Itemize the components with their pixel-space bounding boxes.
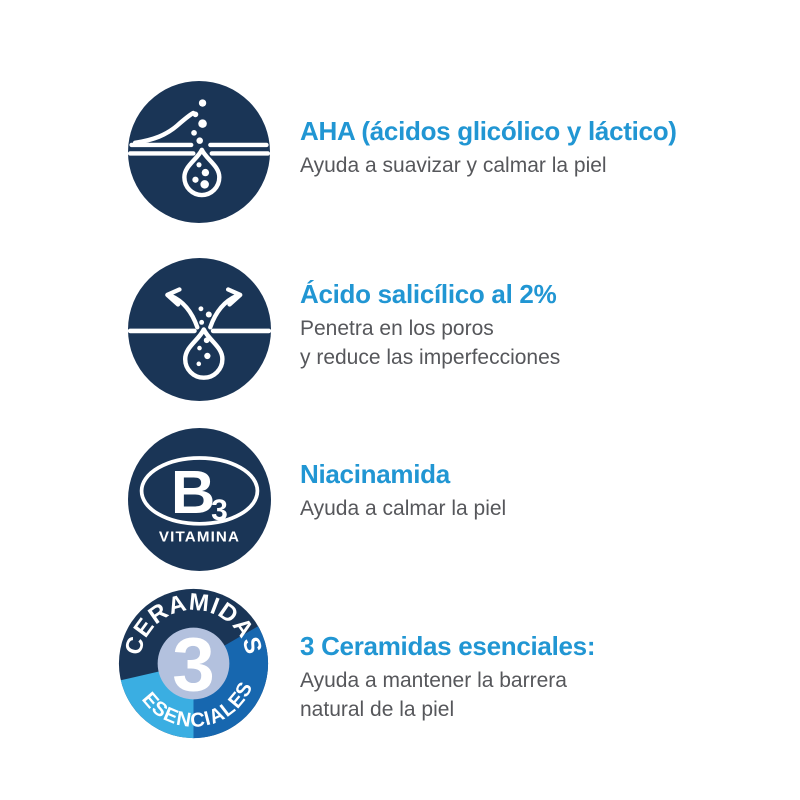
droplet-shape <box>182 327 225 380</box>
b3-icon-svg: B 3 VITAMINA <box>128 428 271 571</box>
right-arrow-curve <box>208 293 239 330</box>
salicylic-title: Ácido salicílico al 2% <box>300 279 557 309</box>
b3-ellipse-outline <box>139 456 260 526</box>
ceramides-badge-svg: CERAMIDAS ESENCIALES 3 <box>118 588 269 739</box>
three-ceramides-badge-icon: CERAMIDAS ESENCIALES 3 <box>117 587 270 740</box>
salicylic-description-line: y reduce las imperfecciones <box>300 346 561 369</box>
left-arrowhead <box>165 287 182 307</box>
ceramides-description-line: Ayuda a mantener la barrera <box>300 669 567 692</box>
b3-subscript: 3 <box>211 494 228 527</box>
ceramides-title: 3 Ceramidas esenciales: <box>300 631 596 661</box>
salicylic-text-block: Ácido salicílico al 2% Penetra en los po… <box>300 278 740 372</box>
aha-icon-svg <box>128 81 270 223</box>
aha-description: Ayuda a suavizar y calmar la piel <box>300 151 740 180</box>
droplet-shape <box>182 147 222 198</box>
bubble-dots <box>191 99 210 189</box>
niacinamide-title: Niacinamida <box>300 459 450 489</box>
diverging-arrows <box>165 287 243 330</box>
aha-text-block: AHA (ácidos glicólico y láctico) Ayuda a… <box>300 115 740 180</box>
niacinamide-description-line: Ayuda a calmar la piel <box>300 497 507 520</box>
aha-exfoliation-drop-icon <box>128 81 270 223</box>
ceramides-description-line: natural de la piel <box>300 698 455 721</box>
niacinamide-text-block: Niacinamida Ayuda a calmar la piel <box>300 458 740 523</box>
badge-center-circle <box>157 627 230 700</box>
vitamin-b3-icon: B 3 VITAMINA <box>128 428 271 571</box>
b3-letter: B <box>171 458 215 527</box>
ceramides-description: Ayuda a mantener la barrera natural de l… <box>300 666 740 724</box>
salicylic-description-line: Penetra en los poros <box>300 317 494 340</box>
aha-title: AHA (ácidos glicólico y láctico) <box>300 116 677 146</box>
left-arrow-curve <box>168 293 200 330</box>
right-arrowhead <box>225 287 243 307</box>
salicylic-icon-svg <box>128 258 271 401</box>
salicylic-pore-arrows-icon <box>128 258 271 401</box>
skin-surface-lines <box>128 110 270 156</box>
bubble-dots <box>196 306 212 367</box>
badge-number: 3 <box>172 622 215 707</box>
aha-description-line: Ayuda a suavizar y calmar la piel <box>300 154 607 177</box>
niacinamide-description: Ayuda a calmar la piel <box>300 494 740 523</box>
ceramides-text-block: 3 Ceramidas esenciales: Ayuda a mantener… <box>300 630 740 724</box>
b3-caption: VITAMINA <box>159 529 240 546</box>
lifting-skin-curve <box>132 110 196 145</box>
salicylic-description: Penetra en los poros y reduce las imperf… <box>300 314 740 372</box>
